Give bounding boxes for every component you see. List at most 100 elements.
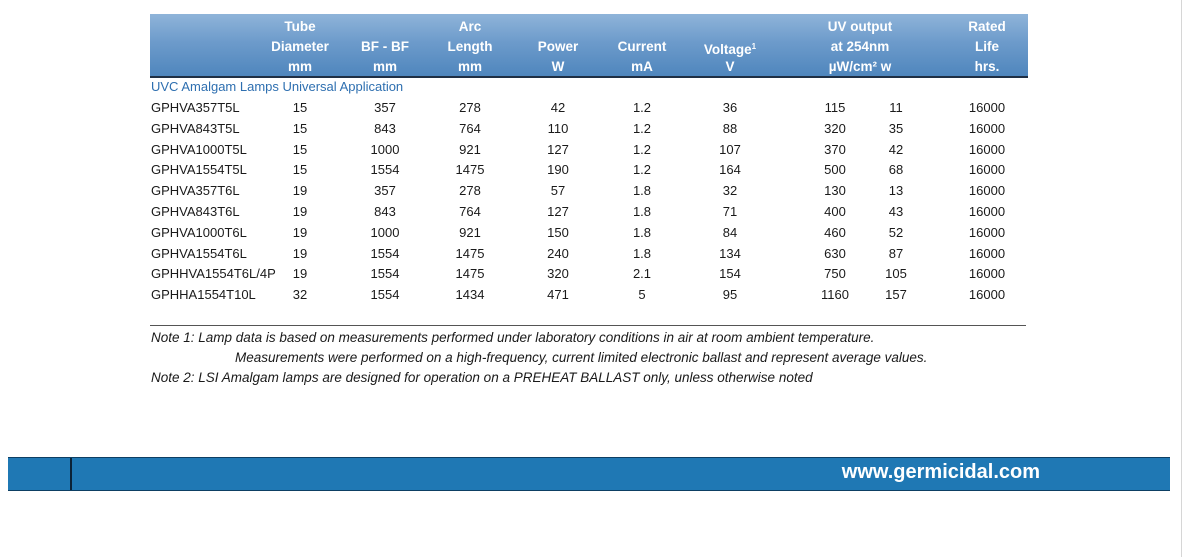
rated-life-cell: 16000 xyxy=(968,183,1006,199)
diameter-cell: 15 xyxy=(292,141,308,157)
voltage-cell: 32 xyxy=(722,183,738,199)
power-cell: 320 xyxy=(547,266,569,282)
current-cell: 1.8 xyxy=(632,224,652,240)
power-cell: 127 xyxy=(547,203,569,219)
voltage-cell: 88 xyxy=(722,120,738,136)
power-cell: 57 xyxy=(550,183,566,199)
header-voltage: Voltage1 V xyxy=(703,42,757,74)
table-body: GPHVA357T5L 15 357 278 42 1.2 36 115 11 16000 GPHV… xyxy=(150,98,1028,306)
current-cell: 2.1 xyxy=(632,266,652,282)
uv-watts-cell: 13 xyxy=(888,183,904,199)
uv-output-cell: 370 xyxy=(824,141,846,157)
current-cell: 1.2 xyxy=(632,120,652,136)
bf-bf-cell: 1554 xyxy=(370,162,400,178)
lamp-table: Tube Diameter mm BF - BF mm Arc Length m… xyxy=(150,14,1028,78)
rated-life-cell: 16000 xyxy=(968,287,1006,303)
uv-watts-cell: 157 xyxy=(885,287,907,303)
model-cell: GPHVA1554T5L xyxy=(151,162,247,178)
model-cell: GPHVA1000T5L xyxy=(151,141,247,157)
note-1: Note 1: Lamp data is based on measuremen… xyxy=(151,330,875,345)
table-row: GPHHVA1554T6L/4P 19 1554 1475 320 2.1 154 750 10… xyxy=(150,264,1028,285)
bf-bf-cell: 1000 xyxy=(370,224,400,240)
arc-length-cell: 1475 xyxy=(455,245,485,261)
uv-watts-cell: 43 xyxy=(888,203,904,219)
current-cell: 1.2 xyxy=(632,141,652,157)
power-cell: 110 xyxy=(547,120,569,136)
current-cell: 1.8 xyxy=(632,245,652,261)
arc-length-cell: 1434 xyxy=(455,287,485,303)
table-row: GPHVA1000T5L 15 1000 921 127 1.2 107 370 42 16000 xyxy=(150,140,1028,161)
table-row: GPHVA1554T5L 15 1554 1475 190 1.2 164 500 68 1600… xyxy=(150,160,1028,181)
model-cell: GPHVA1000T6L xyxy=(151,224,247,240)
notes-divider xyxy=(150,325,1026,326)
diameter-cell: 15 xyxy=(292,162,308,178)
rated-life-cell: 16000 xyxy=(968,162,1006,178)
power-cell: 471 xyxy=(547,287,569,303)
model-cell: GPHVA357T6L xyxy=(151,183,240,199)
table-row: GPHVA843T5L 15 843 764 110 1.2 88 320 35 16000 xyxy=(150,119,1028,140)
uv-output-cell: 1160 xyxy=(821,287,849,303)
current-cell: 5 xyxy=(638,287,646,303)
bf-bf-cell: 1554 xyxy=(370,287,400,303)
diameter-cell: 32 xyxy=(292,287,308,303)
voltage-cell: 134 xyxy=(719,245,741,261)
power-cell: 150 xyxy=(547,224,569,240)
uv-watts-cell: 68 xyxy=(888,162,904,178)
bf-bf-cell: 357 xyxy=(374,183,396,199)
footer-band: www.germicidal.com xyxy=(8,457,1170,491)
diameter-cell: 15 xyxy=(292,120,308,136)
rated-life-cell: 16000 xyxy=(968,120,1006,136)
notes: Note 1: Lamp data is based on measuremen… xyxy=(151,328,927,388)
power-cell: 190 xyxy=(547,162,569,178)
model-cell: GPHVA843T5L xyxy=(151,120,240,136)
table-row: GPHVA357T5L 15 357 278 42 1.2 36 115 11 16000 xyxy=(150,98,1028,119)
table-row: GPHVA1000T6L 19 1000 921 150 1.8 84 460 52 16000 xyxy=(150,223,1028,244)
uv-output-cell: 130 xyxy=(824,183,846,199)
current-cell: 1.8 xyxy=(632,203,652,219)
model-cell: GPHVA843T6L xyxy=(151,203,240,219)
diameter-cell: 19 xyxy=(292,266,308,282)
uv-output-cell: 460 xyxy=(824,224,846,240)
arc-length-cell: 764 xyxy=(459,120,481,136)
arc-length-cell: 1475 xyxy=(455,266,485,282)
voltage-cell: 107 xyxy=(719,141,741,157)
header-bf-bf: BF - BF mm xyxy=(361,39,409,74)
diameter-cell: 19 xyxy=(292,183,308,199)
arc-length-cell: 278 xyxy=(459,100,481,115)
arc-length-cell: 278 xyxy=(459,183,481,199)
table-row: GPHVA357T6L 19 357 278 57 1.8 32 130 13 16000 xyxy=(150,181,1028,202)
diameter-cell: 19 xyxy=(292,224,308,240)
rated-life-cell: 16000 xyxy=(968,141,1006,157)
model-cell: GPHHVA1554T6L/4P xyxy=(151,266,276,282)
rated-life-cell: 16000 xyxy=(968,100,1006,115)
diameter-cell: 19 xyxy=(292,245,308,261)
bf-bf-cell: 843 xyxy=(374,203,396,219)
power-cell: 240 xyxy=(547,245,569,261)
rated-life-cell: 16000 xyxy=(968,224,1006,240)
uv-output-cell: 500 xyxy=(824,162,846,178)
rated-life-cell: 16000 xyxy=(968,245,1006,261)
bf-bf-cell: 1000 xyxy=(370,141,400,157)
footer-tick xyxy=(70,458,72,490)
header-uv-output: UV output at 254nm µW/cm² w xyxy=(827,19,893,74)
footnote-marker: 1 xyxy=(751,42,757,51)
uv-watts-cell: 42 xyxy=(888,141,904,157)
rated-life-cell: 16000 xyxy=(968,203,1006,219)
header-tube-diameter: Tube Diameter mm xyxy=(271,19,329,74)
table-row: GPHHA1554T10L 32 1554 1434 471 5 95 1160 157 1600… xyxy=(150,285,1028,306)
section-title: UVC Amalgam Lamps Universal Application xyxy=(151,79,404,94)
uv-watts-cell: 52 xyxy=(888,224,904,240)
website-url[interactable]: www.germicidal.com xyxy=(841,461,1040,483)
bf-bf-cell: 843 xyxy=(374,120,396,136)
bf-bf-cell: 1554 xyxy=(370,266,400,282)
uv-output-cell: 400 xyxy=(824,203,846,219)
table-row: GPHVA843T6L 19 843 764 127 1.8 71 400 43 16000 xyxy=(150,202,1028,223)
arc-length-cell: 1475 xyxy=(455,162,485,178)
uv-output-cell: 320 xyxy=(824,120,846,136)
arc-length-cell: 921 xyxy=(459,224,481,240)
voltage-cell: 164 xyxy=(719,162,741,178)
header-arc-length: Arc Length mm xyxy=(447,19,493,74)
model-cell: GPHVA1554T6L xyxy=(151,245,247,261)
arc-length-cell: 921 xyxy=(459,141,481,157)
bf-bf-cell: 1554 xyxy=(370,245,400,261)
